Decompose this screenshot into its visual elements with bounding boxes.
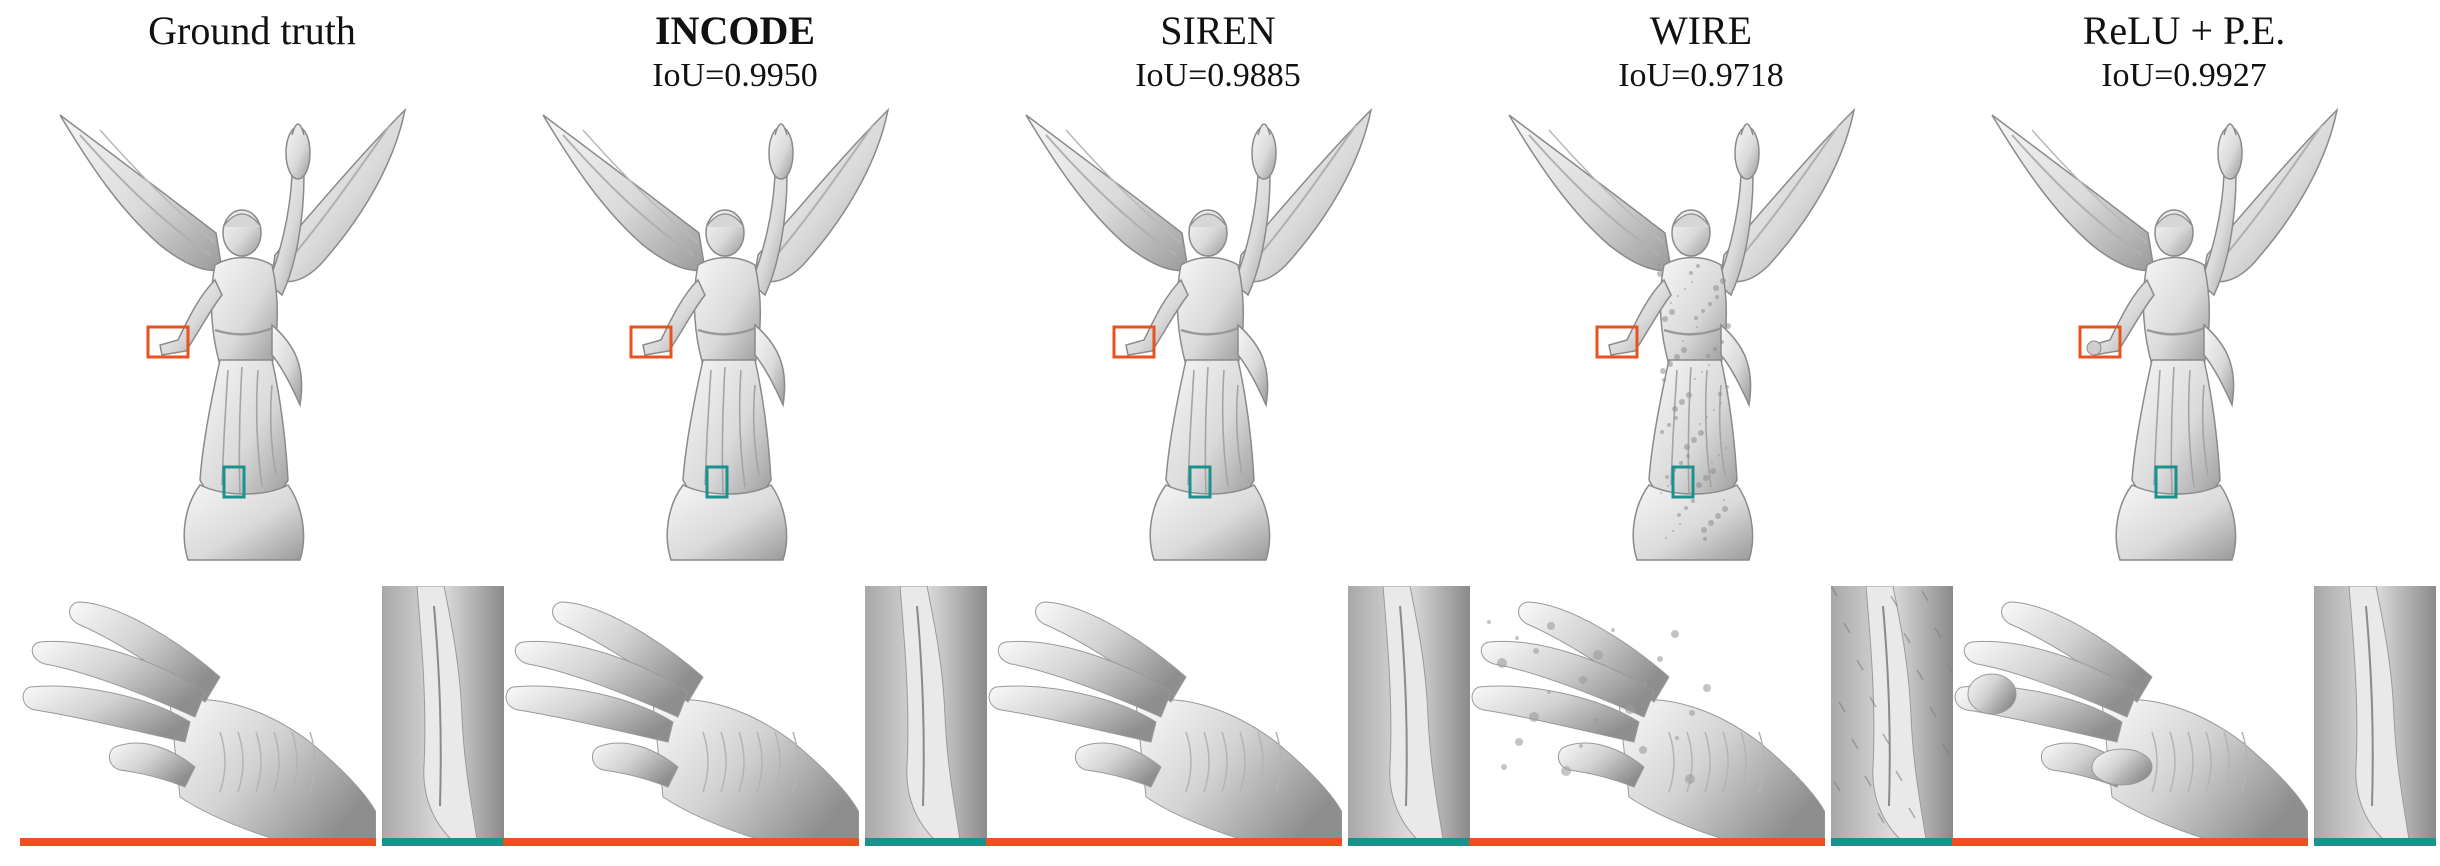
- method-header: Ground truth: [10, 6, 494, 56]
- hand-zoom-box: [2078, 325, 2122, 359]
- method-name: Ground truth: [148, 8, 356, 53]
- method-column: Ground truth: [10, 0, 504, 866]
- foot-zoom-box: [222, 465, 246, 499]
- foot-zoom-view: [2314, 586, 2436, 840]
- foot-zoom-bar: [865, 838, 987, 846]
- method-name: INCODE: [654, 8, 816, 53]
- iou-score: IoU=0.9950: [652, 57, 818, 94]
- hand-zoom-box: [1595, 325, 1639, 359]
- foot-zoom-view: [382, 586, 504, 840]
- method-header: ReLU + P.E. IoU=0.9927: [1942, 6, 2426, 96]
- foot-zoom-bar: [382, 838, 504, 846]
- hand-zoom-bar: [986, 838, 1342, 846]
- method-column: WIRE IoU=0.9718: [1459, 0, 1953, 866]
- hand-zoom-view: [988, 601, 1342, 844]
- hand-zoom-bar: [503, 838, 859, 846]
- method-column: ReLU + P.E. IoU=0.9927: [1942, 0, 2436, 866]
- method-header: SIREN IoU=0.9885: [976, 6, 1460, 96]
- statue-render: [1991, 107, 2339, 561]
- hand-zoom-box: [1112, 325, 1156, 359]
- hand-zoom-view: [505, 601, 859, 844]
- foot-zoom-bar: [2314, 838, 2436, 846]
- iou-score: IoU=0.9885: [1135, 57, 1301, 94]
- iou-score: IoU=0.9718: [1618, 57, 1784, 94]
- method-name: WIRE: [1649, 8, 1753, 53]
- hand-zoom-box: [629, 325, 673, 359]
- foot-zoom-view: [865, 586, 987, 840]
- foot-zoom-box: [705, 465, 729, 499]
- method-header: INCODE IoU=0.9950: [493, 6, 977, 96]
- foot-zoom-box: [1671, 465, 1695, 499]
- foot-zoom-view: [1348, 586, 1470, 840]
- foot-zoom-box: [1188, 465, 1212, 499]
- hand-zoom-bar: [20, 838, 376, 846]
- statue-render: [542, 107, 890, 561]
- iou-score: IoU=0.9927: [2101, 57, 2267, 94]
- foot-zoom-box: [2154, 465, 2178, 499]
- hand-zoom-view: [1954, 601, 2308, 844]
- statue-render: [1508, 107, 1856, 561]
- method-name: ReLU + P.E.: [2082, 8, 2286, 53]
- method-name: SIREN: [1160, 8, 1276, 53]
- hand-zoom-view: [22, 601, 376, 844]
- foot-zoom-view: [1831, 586, 1953, 840]
- hand-zoom-box: [146, 325, 190, 359]
- statue-render: [59, 107, 407, 561]
- hand-zoom-bar: [1469, 838, 1825, 846]
- hand-zoom-view: [1471, 601, 1825, 844]
- method-column: INCODE IoU=0.9950: [493, 0, 987, 866]
- foot-zoom-bar: [1831, 838, 1953, 846]
- method-column: SIREN IoU=0.9885: [976, 0, 1470, 866]
- hand-zoom-bar: [1952, 838, 2308, 846]
- statue-render: [1025, 107, 1373, 561]
- foot-zoom-bar: [1348, 838, 1470, 846]
- method-header: WIRE IoU=0.9718: [1459, 6, 1943, 96]
